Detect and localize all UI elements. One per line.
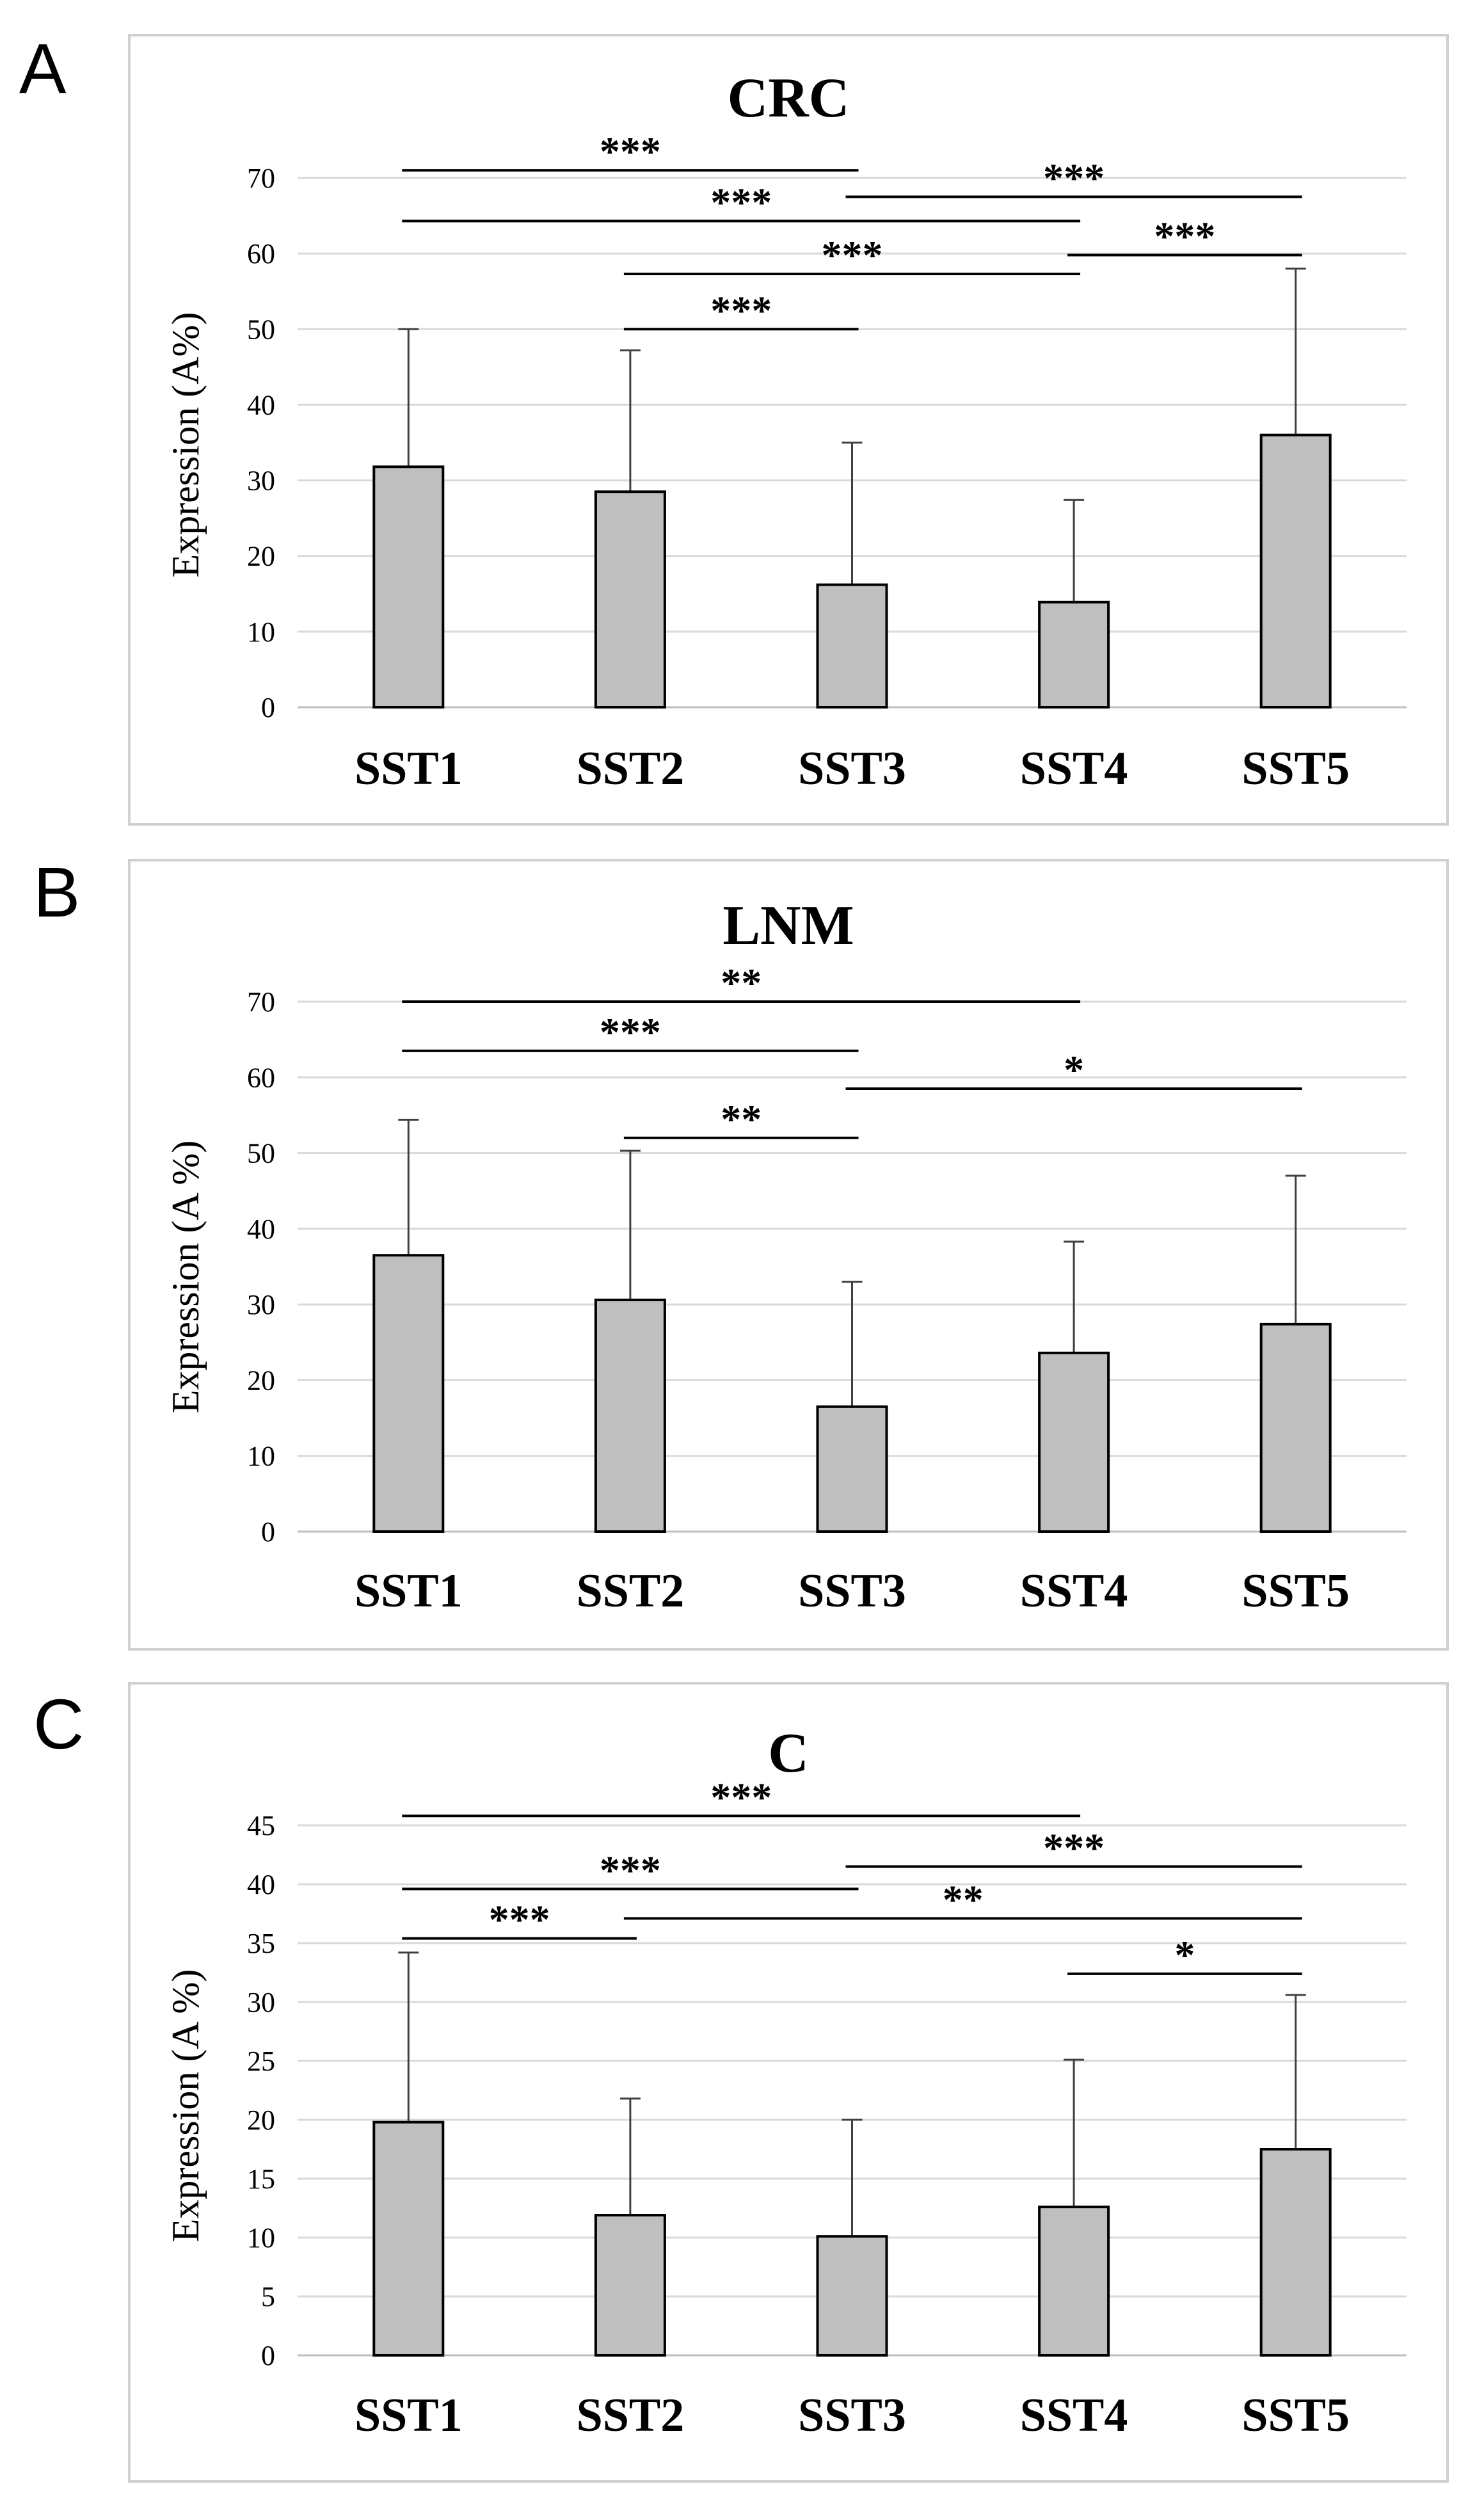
significance-label: ** <box>721 1096 762 1142</box>
y-tick-label: 20 <box>247 2104 275 2136</box>
significance-label: *** <box>710 1774 772 1820</box>
panel-b-title: LNM <box>722 895 854 957</box>
x-tick-label: SST4 <box>1020 742 1128 795</box>
bar-sst5 <box>1259 433 1332 709</box>
y-tick-label: 10 <box>247 2222 275 2254</box>
x-tick-label: SST4 <box>1020 2389 1128 2442</box>
y-tick-label: 50 <box>247 1138 275 1169</box>
y-tick-label: 20 <box>247 1365 275 1396</box>
y-tick-label: 40 <box>247 1869 275 1900</box>
x-tick-label: SST3 <box>798 1565 906 1617</box>
panel-a-label: A <box>19 29 67 108</box>
significance-label: *** <box>822 232 883 278</box>
panel-c-ylabel: Expression (A %) <box>164 1969 207 2243</box>
y-tick-label: 40 <box>247 389 275 421</box>
bar-sst4 <box>1038 1351 1110 1533</box>
panel-b-label: B <box>33 853 80 932</box>
x-tick-label: SST3 <box>798 2389 906 2442</box>
y-tick-label: 30 <box>247 1987 275 2018</box>
y-tick-label: 30 <box>247 1289 275 1320</box>
significance-label: *** <box>600 129 661 174</box>
y-tick-label: 10 <box>247 616 275 648</box>
y-tick-label: 70 <box>247 163 275 194</box>
panel-a: A CRC Expression (A%) 0 10 20 30 40 50 60 70 SST… <box>19 29 1449 826</box>
x-tick-label: SST2 <box>577 742 685 795</box>
y-tick-label: 0 <box>261 1516 275 1548</box>
significance-label: * <box>1174 1932 1195 1978</box>
panel-a-title: CRC <box>728 67 850 129</box>
y-tick-label: 0 <box>261 692 275 723</box>
bar-sst2 <box>594 1299 666 1533</box>
significance-label: *** <box>489 1897 550 1942</box>
x-tick-label: SST5 <box>1241 2389 1350 2442</box>
y-tick-label: 35 <box>247 1928 275 1959</box>
x-tick-label: SST2 <box>577 1565 685 1617</box>
x-tick-label: SST4 <box>1020 1565 1128 1617</box>
significance-label: *** <box>1043 156 1105 201</box>
y-tick-label: 70 <box>247 986 275 1018</box>
bar-sst4 <box>1038 2206 1110 2357</box>
bar-sst5 <box>1259 2148 1332 2357</box>
y-tick-label: 5 <box>261 2281 275 2312</box>
y-tick-label: 20 <box>247 541 275 572</box>
x-tick-label: SST1 <box>355 2389 463 2442</box>
panel-b: B LNM Expression (A %) 0 10 20 30 40 50 60 70 SS… <box>33 853 1449 1651</box>
panel-b-frame <box>128 859 1449 1651</box>
bar-sst2 <box>594 2214 666 2357</box>
y-tick-label: 60 <box>247 238 275 269</box>
panel-a-frame <box>128 34 1449 826</box>
bar-sst1 <box>372 465 445 709</box>
x-tick-label: SST5 <box>1241 742 1350 795</box>
bar-sst3 <box>816 2235 888 2357</box>
y-tick-label: 50 <box>247 314 275 345</box>
y-tick-label: 0 <box>261 2340 275 2371</box>
significance-label: *** <box>710 287 772 333</box>
bar-sst1 <box>372 1254 445 1534</box>
panel-c-title: C <box>768 1722 809 1784</box>
x-tick-label: SST3 <box>798 742 906 795</box>
significance-label: *** <box>1043 1825 1105 1870</box>
bar-sst1 <box>372 2120 445 2357</box>
panel-c-label: C <box>33 1685 84 1764</box>
bar-sst5 <box>1259 1322 1332 1534</box>
significance-label: *** <box>600 1847 661 1893</box>
panel-a-ylabel: Expression (A%) <box>164 312 207 578</box>
significance-label: ** <box>721 960 762 1005</box>
y-tick-label: 40 <box>247 1213 275 1245</box>
significance-label: *** <box>600 1009 661 1055</box>
x-tick-label: SST1 <box>355 742 463 795</box>
significance-label: *** <box>1154 214 1215 259</box>
y-tick-label: 15 <box>247 2163 275 2195</box>
y-tick-label: 10 <box>247 1441 275 1472</box>
bar-sst4 <box>1038 600 1110 709</box>
panel-a-plot: 0 10 20 30 40 50 60 70 SST1 SST2 SST3 SST4 SST5 *** **… <box>247 129 1407 795</box>
bar-sst2 <box>594 490 666 709</box>
x-tick-label: SST5 <box>1241 1565 1350 1617</box>
x-tick-label: SST1 <box>355 1565 463 1617</box>
significance-label: * <box>1064 1047 1084 1093</box>
y-tick-label: 60 <box>247 1062 275 1093</box>
panel-c: C C Expression (A %) 0 5 10 15 20 25 30 35 40 45 S… <box>33 1682 1449 2483</box>
y-tick-label: 30 <box>247 465 275 497</box>
x-tick-label: SST2 <box>577 2389 685 2442</box>
significance-label: ** <box>943 1877 984 1922</box>
y-tick-label: 25 <box>247 2046 275 2077</box>
panel-c-frame <box>128 1682 1449 2483</box>
bar-sst3 <box>816 1405 888 1534</box>
panel-b-ylabel: Expression (A %) <box>164 1141 207 1414</box>
y-tick-label: 45 <box>247 1810 275 1841</box>
significance-label: *** <box>710 179 772 225</box>
bar-sst3 <box>816 583 888 709</box>
